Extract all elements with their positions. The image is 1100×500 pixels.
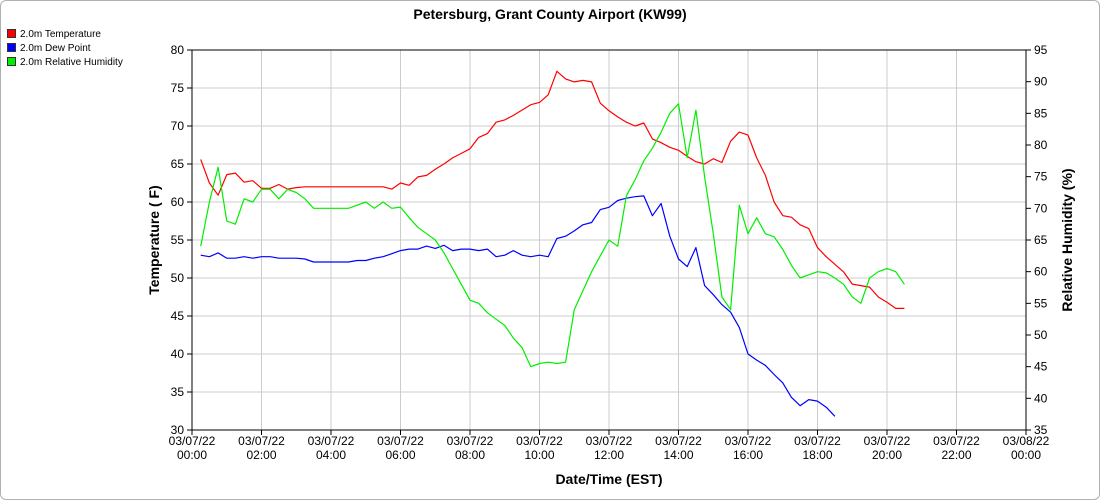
x-axis-label: Date/Time (EST): [555, 471, 662, 487]
x-tick-label-time: 20:00: [872, 448, 902, 462]
x-tick-label-date: 03/07/22: [864, 434, 911, 448]
x-tick-label-time: 08:00: [455, 448, 485, 462]
x-tick-label-time: 12:00: [594, 448, 624, 462]
y-axis-label-right: Relative Humidity (%): [1059, 168, 1075, 311]
legend-item-temperature[interactable]: 2.0m Temperature: [7, 28, 123, 42]
y-tick-label-right: 60: [1034, 265, 1048, 279]
x-tick-label-time: 18:00: [802, 448, 832, 462]
legend-label-relative-humidity: 2.0m Relative Humidity: [20, 57, 123, 68]
x-tick-label-time: 04:00: [316, 448, 346, 462]
legend: 2.0m Temperature 2.0m Dew Point 2.0m Rel…: [7, 28, 123, 70]
y-axis-label-left: Temperature ( F): [146, 185, 162, 294]
legend-swatch-relative-humidity: [7, 57, 16, 66]
x-tick-label-date: 03/07/22: [308, 434, 355, 448]
y-tick-label-left: 80: [171, 43, 185, 57]
y-tick-label-right: 50: [1034, 328, 1048, 342]
y-tick-label-right: 45: [1034, 360, 1048, 374]
x-tick-label-date: 03/07/22: [169, 434, 216, 448]
x-tick-label-time: 00:00: [1011, 448, 1041, 462]
y-tick-label-left: 35: [171, 385, 185, 399]
legend-label-temperature: 2.0m Temperature: [20, 29, 101, 40]
x-tick-label-time: 14:00: [663, 448, 693, 462]
y-tick-label-right: 85: [1034, 106, 1048, 120]
y-tick-label-right: 75: [1034, 170, 1048, 184]
series-line-2-0m-dew-point: [200, 195, 836, 417]
x-tick-label-date: 03/08/22: [1003, 434, 1050, 448]
y-tick-label-left: 65: [171, 157, 185, 171]
y-tick-label-left: 40: [171, 347, 185, 361]
x-tick-label-date: 03/07/22: [238, 434, 285, 448]
x-tick-label-date: 03/07/22: [725, 434, 772, 448]
x-tick-label-time: 10:00: [524, 448, 554, 462]
legend-swatch-temperature: [7, 29, 16, 38]
y-tick-label-right: 70: [1034, 201, 1048, 215]
y-tick-label-right: 80: [1034, 138, 1048, 152]
y-tick-label-left: 55: [171, 233, 185, 247]
x-tick-label-date: 03/07/22: [377, 434, 424, 448]
x-tick-label-date: 03/07/22: [447, 434, 494, 448]
y-tick-label-left: 60: [171, 195, 185, 209]
series-line-2-0m-relative-humidity: [200, 103, 905, 368]
y-tick-label-right: 95: [1034, 43, 1048, 57]
y-tick-label-right: 35: [1034, 423, 1048, 437]
x-tick-label-time: 22:00: [941, 448, 971, 462]
y-tick-label-left: 70: [171, 119, 185, 133]
axis-ticks: 30 35 40 45 50 55 60 65 70 75 80 35 40 45 50 55 60 65 70 75…: [169, 43, 1050, 462]
x-tick-label-date: 03/07/22: [586, 434, 633, 448]
x-tick-label-time: 06:00: [385, 448, 415, 462]
y-tick-label-left: 45: [171, 309, 185, 323]
y-tick-label-right: 90: [1034, 75, 1048, 89]
y-tick-label-right: 55: [1034, 296, 1048, 310]
x-tick-label-time: 16:00: [733, 448, 763, 462]
x-tick-label-date: 03/07/22: [655, 434, 702, 448]
legend-item-dew-point[interactable]: 2.0m Dew Point: [7, 42, 123, 56]
legend-item-relative-humidity[interactable]: 2.0m Relative Humidity: [7, 56, 123, 70]
x-tick-label-time: 00:00: [177, 448, 207, 462]
y-tick-label-left: 30: [171, 423, 185, 437]
y-tick-label-right: 65: [1034, 233, 1048, 247]
legend-label-dew-point: 2.0m Dew Point: [20, 43, 91, 54]
x-tick-label-time: 02:00: [246, 448, 276, 462]
chart-title: Petersburg, Grant County Airport (KW99): [413, 6, 686, 22]
x-tick-label-date: 03/07/22: [794, 434, 841, 448]
legend-swatch-dew-point: [7, 43, 16, 52]
y-tick-label-right: 40: [1034, 391, 1048, 405]
y-tick-label-left: 75: [171, 81, 185, 95]
y-tick-label-left: 50: [171, 271, 185, 285]
series-line-2-0m-temperature: [200, 70, 905, 309]
x-tick-label-date: 03/07/22: [933, 434, 980, 448]
x-tick-label-date: 03/07/22: [516, 434, 563, 448]
series-lines: [200, 70, 905, 417]
